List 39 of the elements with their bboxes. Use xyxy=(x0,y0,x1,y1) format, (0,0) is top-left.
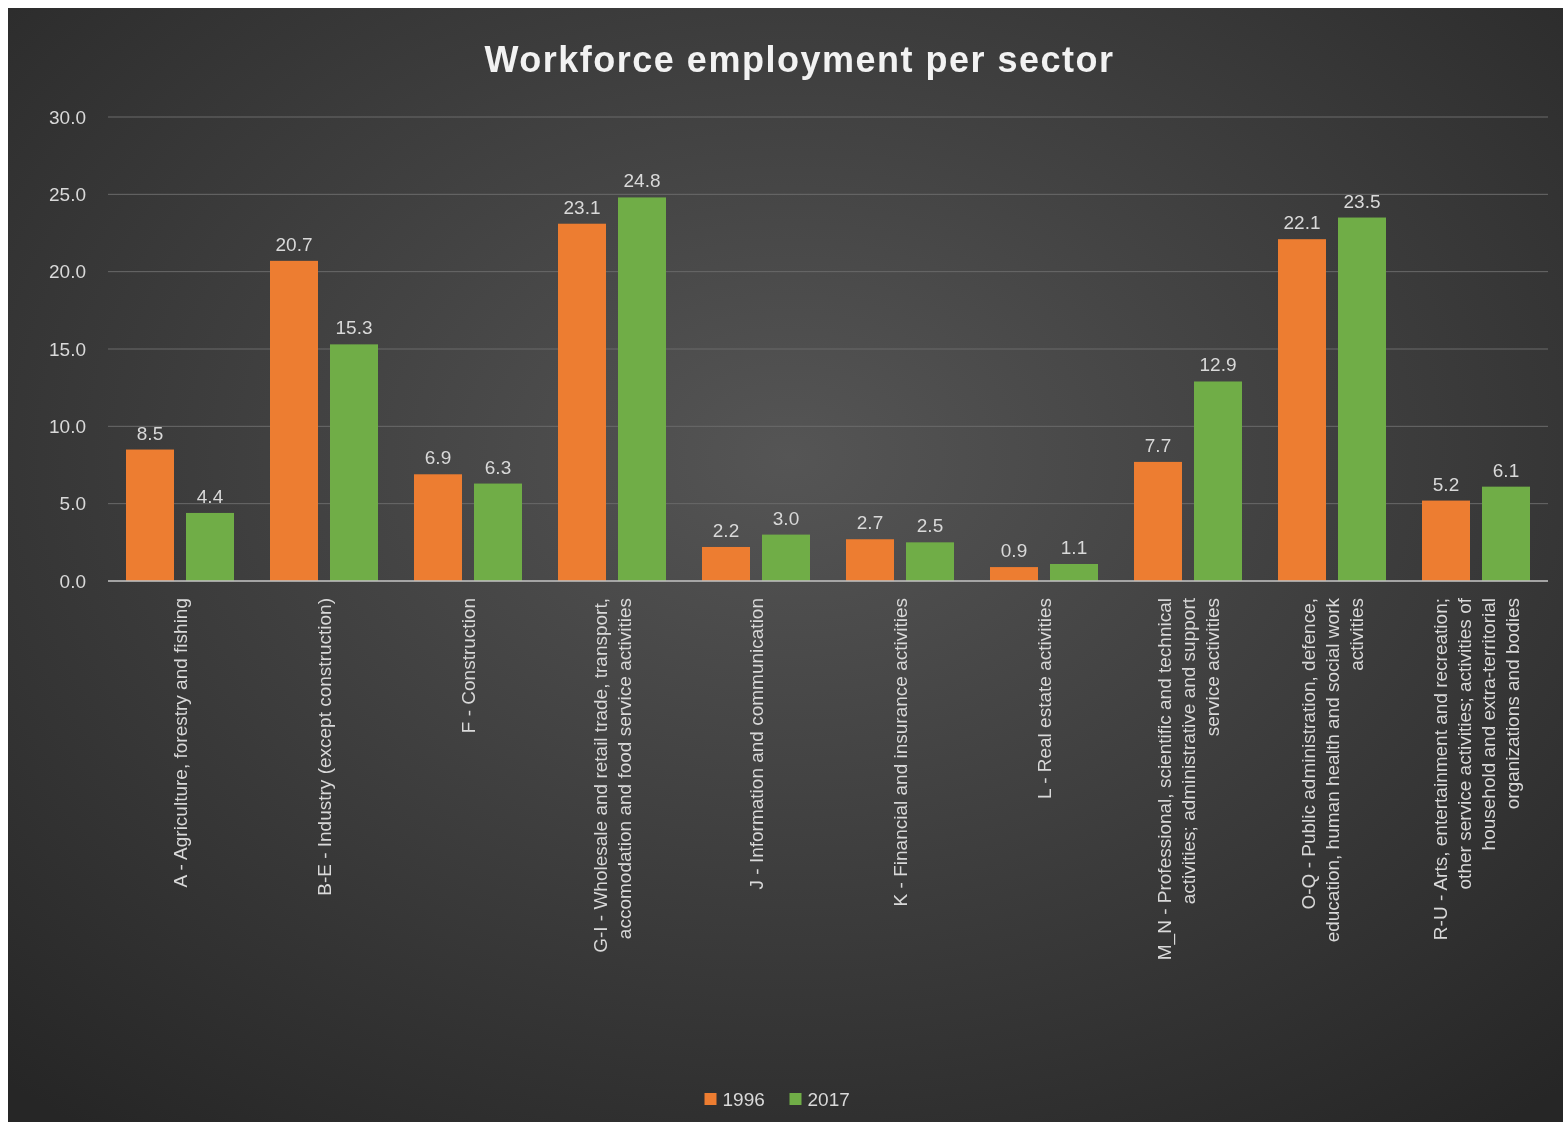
data-label: 15.3 xyxy=(335,317,373,339)
data-label: 8.5 xyxy=(136,422,164,444)
y-tick-label: 10.0 xyxy=(49,415,86,437)
data-label: 22.1 xyxy=(1283,212,1321,234)
data-label: 0.9 xyxy=(1000,540,1028,562)
data-label: 23.1 xyxy=(563,196,601,218)
data-label: 20.7 xyxy=(275,233,313,255)
x-tick-label: L - Real estate activities xyxy=(1033,598,1055,799)
y-tick-label: 5.0 xyxy=(59,493,86,515)
data-label: 2.5 xyxy=(916,515,944,537)
data-label: 7.7 xyxy=(1144,434,1172,456)
y-tick-label: 30.0 xyxy=(49,106,86,128)
x-tick-label: M_N - Professional, scientific and technical activities; administrative and support service activities xyxy=(1153,597,1223,961)
x-tick-label: F - Construction xyxy=(457,598,479,734)
data-label: 12.9 xyxy=(1199,354,1237,376)
y-tick-label: 25.0 xyxy=(49,183,86,205)
data-label: 24.8 xyxy=(623,170,661,192)
legend-label: 1996 xyxy=(722,1088,765,1110)
chart-title: Workforce employment per sector xyxy=(484,39,1115,80)
data-label: 2.7 xyxy=(856,512,884,534)
data-label: 2.2 xyxy=(712,519,740,541)
legend-label: 2017 xyxy=(807,1088,850,1110)
data-label: 6.1 xyxy=(1492,459,1520,481)
y-tick-label: 15.0 xyxy=(49,338,86,360)
x-tick-label: K - Financial and insurance activities xyxy=(889,598,911,907)
data-label: 1.1 xyxy=(1060,536,1088,558)
x-tick-label: A - Agriculture, forestry and fishing xyxy=(169,598,191,888)
data-label: 4.4 xyxy=(196,485,224,507)
y-tick-label: 20.0 xyxy=(49,261,86,283)
data-label: 5.2 xyxy=(1432,473,1460,495)
data-label: 6.3 xyxy=(484,456,512,478)
data-label: 6.9 xyxy=(424,447,452,469)
x-tick-label: O-Q - Public administration, defence, education, human health and social work activities xyxy=(1297,597,1367,943)
data-label: 3.0 xyxy=(772,507,800,529)
x-tick-label: G-I - Wholesale and retail trade, transport, accomodation and food service activities xyxy=(589,598,635,953)
x-tick-label: B-E - Industry (except construction) xyxy=(313,598,335,896)
x-tick-label: J - Information and communication xyxy=(745,598,767,890)
data-label: 23.5 xyxy=(1343,190,1381,212)
y-tick-label: 0.0 xyxy=(59,570,86,592)
